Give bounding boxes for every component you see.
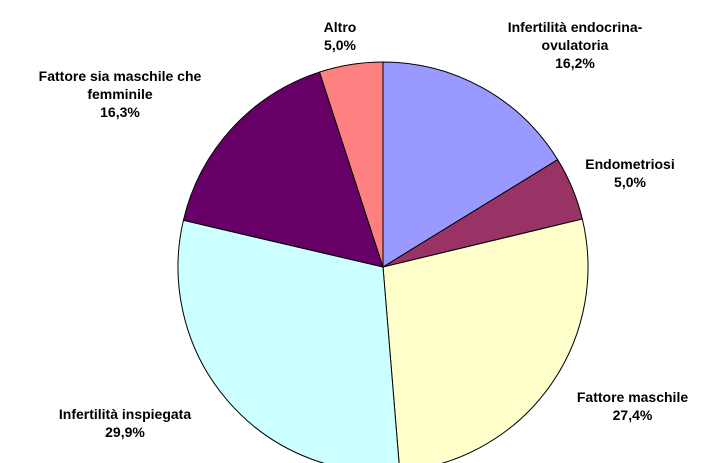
category-label: Fattore maschile <box>576 389 689 405</box>
value-label: 16,2% <box>555 55 595 71</box>
slice-label: Infertilità endocrina-ovulatoria 16,2% <box>490 18 660 72</box>
value-label: 29,9% <box>105 424 145 440</box>
value-label: 5,0% <box>324 37 356 53</box>
slice-label: Endometriosi 5,0% <box>575 155 685 191</box>
pie-slice <box>182 71 384 268</box>
category-label: Infertilità endocrina-ovulatoria <box>507 19 643 53</box>
value-label: 16,3% <box>100 104 140 120</box>
value-label: 5,0% <box>614 174 646 190</box>
pie-slice <box>382 218 589 463</box>
pie-slice <box>177 219 400 463</box>
slice-label: Altro 5,0% <box>295 18 385 54</box>
slice-label: Fattore sia maschile che femminile 16,3% <box>5 67 235 121</box>
value-label: 27,4% <box>612 407 653 423</box>
category-label: Altro <box>323 19 357 35</box>
pie-slice <box>318 61 384 268</box>
slice-label: Fattore maschile 27,4% <box>545 388 709 424</box>
pie-slice <box>382 61 559 268</box>
category-label: Endometriosi <box>585 156 675 172</box>
slice-label: Infertilità inspiegata 29,9% <box>20 405 230 441</box>
category-label: Infertilità inspiegata <box>58 406 192 422</box>
category-label: Fattore sia maschile che femminile <box>38 68 202 102</box>
